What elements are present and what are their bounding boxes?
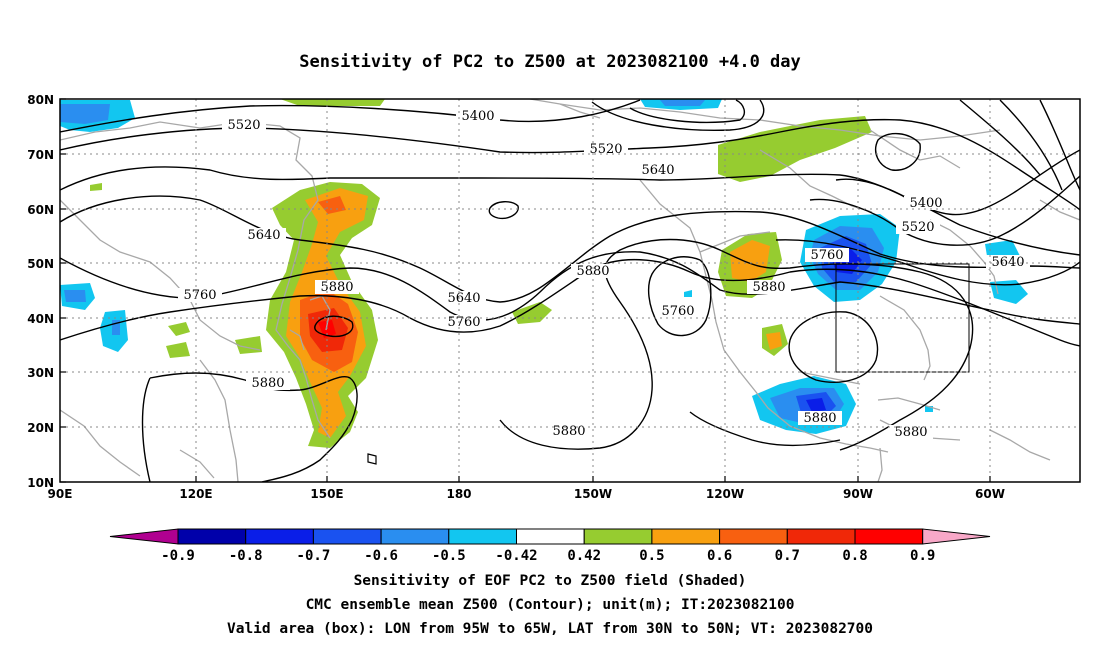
lat-label: 70N <box>27 148 54 162</box>
contour-label: 5640 <box>247 228 280 243</box>
map-frame <box>59 98 1081 483</box>
colorbar-label: -0.7 <box>297 548 331 564</box>
colorbar-label: 0.8 <box>842 548 867 564</box>
lon-label: 60W <box>975 487 1005 501</box>
lat-label: 60N <box>27 203 54 217</box>
contour-label: 5880 <box>576 264 609 279</box>
colorbar-label: -0.9 <box>161 548 195 564</box>
lon-label: 180 <box>446 487 471 501</box>
colorbar-swatch <box>516 528 585 545</box>
contour-label: 5760 <box>447 315 480 330</box>
lat-label: 80N <box>27 93 54 107</box>
contour-label: 5520 <box>901 220 934 235</box>
colorbar-label: 0.9 <box>910 548 935 564</box>
contour-label: 5760 <box>183 288 216 303</box>
colorbar-label: 0.6 <box>707 548 732 564</box>
lon-label: 90E <box>48 487 73 501</box>
caption-line-2: CMC ensemble mean Z500 (Contour); unit(m… <box>305 597 795 613</box>
colorbar-swatch <box>177 528 247 545</box>
map-area <box>60 99 1080 482</box>
lat-label: 40N <box>27 312 54 326</box>
longitude-labels: 90E 120E 150E 180 150W 120W 90W 60W <box>48 487 1005 501</box>
colorbar-label: -0.5 <box>432 548 466 564</box>
lat-label: 20N <box>27 421 54 435</box>
lon-label: 150W <box>574 487 612 501</box>
colorbar-swatch <box>786 528 856 545</box>
contour-label: 5880 <box>251 376 284 391</box>
contour-label: 5520 <box>227 118 260 133</box>
colorbar-label: -0.42 <box>495 548 537 564</box>
lat-label: 30N <box>27 366 54 380</box>
z500-contours <box>60 99 1080 482</box>
lon-label: 120W <box>706 487 744 501</box>
colorbar-label: -0.6 <box>364 548 398 564</box>
colorbar-swatch <box>854 528 924 545</box>
colorbar-swatch <box>448 528 517 545</box>
contour-label: 5400 <box>909 196 942 211</box>
contour-label: 5880 <box>552 424 585 439</box>
contour-label: 5640 <box>447 291 480 306</box>
colorbar-min-arrow <box>109 528 179 545</box>
contour-label: 5880 <box>320 280 353 295</box>
contour-label: 5640 <box>641 163 674 178</box>
lat-label: 50N <box>27 257 54 271</box>
contour-label: 5760 <box>810 248 843 263</box>
contour-label: 5880 <box>752 280 785 295</box>
colorbar-label: 0.42 <box>567 548 601 564</box>
axis-ticks <box>60 98 991 483</box>
lat-label: 10N <box>27 476 54 490</box>
colorbar-swatch <box>245 528 314 545</box>
colorbar-max-arrow <box>922 528 991 545</box>
contour-label: 5880 <box>803 411 836 426</box>
colorbar-swatch <box>312 528 382 545</box>
colorbar-swatch <box>651 528 721 545</box>
contour-label: 5880 <box>894 425 927 440</box>
colorbar-label: 0.7 <box>775 548 800 564</box>
colorbar-swatch <box>380 528 450 545</box>
colorbar: -0.9 -0.8 -0.7 -0.6 -0.5 -0.42 0.42 0.5 0.6 0.7 0.… <box>109 528 991 564</box>
contour-label: 5760 <box>661 304 694 319</box>
lon-label: 150E <box>310 487 343 501</box>
colorbar-label: -0.8 <box>229 548 263 564</box>
latitude-labels: 80N 70N 60N 50N 40N 30N 20N 10N <box>27 93 54 490</box>
contour-labels: 5520 5400 5520 5640 5640 5880 5760 5880 … <box>178 109 1030 440</box>
contour-label: 5520 <box>589 142 622 157</box>
colorbar-label: 0.5 <box>639 548 664 564</box>
map-title: Sensitivity of PC2 to Z500 at 2023082100… <box>299 52 801 72</box>
lon-label: 120E <box>179 487 212 501</box>
colorbar-swatch <box>583 528 653 545</box>
caption-line-3: Valid area (box): LON from 95W to 65W, L… <box>226 621 873 637</box>
caption-line-1: Sensitivity of EOF PC2 to Z500 field (Sh… <box>353 573 747 589</box>
contour-label: 5400 <box>461 109 494 124</box>
lon-label: 90W <box>843 487 873 501</box>
colorbar-swatch <box>719 528 788 545</box>
gridlines <box>60 99 1080 482</box>
coastlines <box>60 99 1080 482</box>
